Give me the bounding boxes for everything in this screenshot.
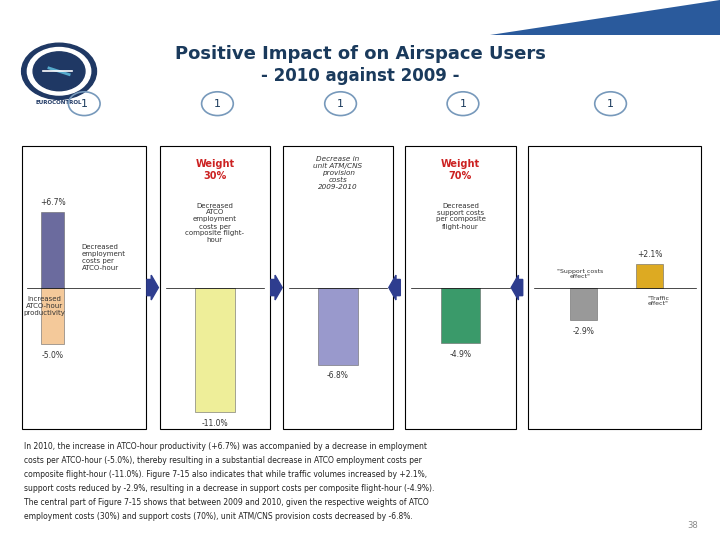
Text: Weight
70%: Weight 70% [441,159,480,181]
FancyArrow shape [271,275,282,300]
Bar [195,287,235,413]
Bar [570,287,598,320]
Bar [318,287,358,365]
FancyArrow shape [389,275,400,300]
Bar [441,287,480,343]
Text: - 2010 against 2009 -: - 2010 against 2009 - [261,66,459,85]
Text: Increased
ATCO-hour
productivity: Increased ATCO-hour productivity [23,296,65,316]
Text: support costs reduced by -2.9%, resulting in a decrease in support costs per com: support costs reduced by -2.9%, resultin… [24,484,434,493]
Text: 1: 1 [607,99,614,109]
Bar [283,146,393,429]
Text: Decreased
employment
costs per
ATCO-hour: Decreased employment costs per ATCO-hour [81,244,125,271]
FancyArrow shape [147,275,158,300]
Text: "Support costs
effect": "Support costs effect" [557,268,603,280]
Bar [160,146,270,429]
Text: -11.0%: -11.0% [202,419,228,428]
Text: composite flight-hour (-11.0%). Figure 7-15 also indicates that while traffic vo: composite flight-hour (-11.0%). Figure 7… [24,470,427,479]
Circle shape [33,52,85,91]
Bar [528,146,701,429]
Text: 1: 1 [459,99,467,109]
Text: costs per ATCO-hour (-5.0%), thereby resulting in a substantial decrease in ATCO: costs per ATCO-hour (-5.0%), thereby res… [24,456,422,465]
Text: Decrease in
unit ATM/CNS
provision
costs
2009-2010: Decrease in unit ATM/CNS provision costs… [313,156,363,190]
Text: -5.0%: -5.0% [42,351,64,360]
Text: 1: 1 [337,99,344,109]
Text: Positive Impact of on Airspace Users: Positive Impact of on Airspace Users [174,45,546,63]
Bar [41,287,64,345]
Text: +6.7%: +6.7% [40,198,66,207]
Bar [22,146,146,429]
Circle shape [27,48,91,95]
Text: In 2010, the increase in ATCO-hour productivity (+6.7%) was accompanied by a dec: In 2010, the increase in ATCO-hour produ… [24,442,427,451]
Text: +2.1%: +2.1% [636,251,662,259]
Text: -6.8%: -6.8% [327,371,349,380]
Text: employment costs (30%) and support costs (70%), unit ATM/CNS provision costs dec: employment costs (30%) and support costs… [24,512,413,521]
Bar [405,146,516,429]
Text: 38: 38 [688,521,698,530]
Text: "Traffic
effect": "Traffic effect" [647,296,669,307]
Text: The central part of Figure 7-15 shows that between 2009 and 2010, given the resp: The central part of Figure 7-15 shows th… [24,498,428,507]
Text: 1: 1 [81,99,88,109]
Text: EUROCONTROL: EUROCONTROL [36,100,82,105]
FancyArrow shape [511,275,523,300]
Bar [636,264,663,287]
Text: Decreased
support costs
per composite
flight-hour: Decreased support costs per composite fl… [436,202,485,230]
Text: Decreased
ATCO
employment
costs per
composite flight-
hour: Decreased ATCO employment costs per comp… [186,202,244,244]
Polygon shape [490,0,720,35]
Circle shape [22,43,96,99]
Text: -4.9%: -4.9% [449,349,472,359]
Text: 1: 1 [214,99,221,109]
Text: Weight
30%: Weight 30% [195,159,235,181]
Text: -2.9%: -2.9% [573,327,595,336]
Bar [41,212,64,287]
